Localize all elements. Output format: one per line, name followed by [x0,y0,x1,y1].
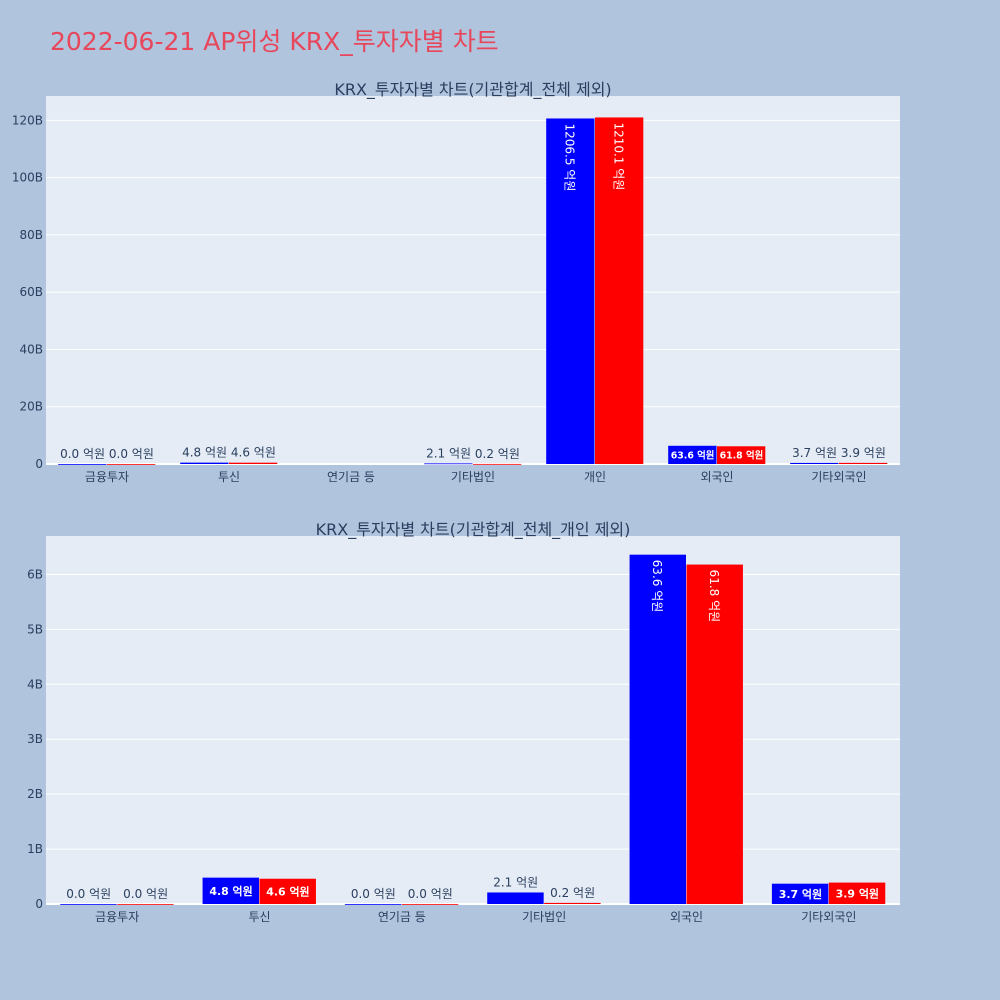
bar [60,904,117,905]
data-label: 0.0 억원 [60,447,105,461]
y-tick-label: 6B [27,567,43,581]
bar [229,462,278,464]
bar [401,904,459,905]
x-tick-label: 금융투자 [85,470,129,484]
x-tick-label: 기타법인 [451,470,495,484]
bar [424,463,473,465]
chart-investor-top: 0 20B 40B 60B 80B 100B 120B 금융투자 투신 연기금 등 기타법인 개인 외국… [12,80,900,484]
x-tick-label: 외국인 [700,470,733,484]
data-label: 3.9 억원 [841,446,886,460]
y-tick-label: 120B [12,113,43,127]
bar [58,464,107,465]
x-tick-label: 기타외국인 [811,470,866,484]
bar [629,554,686,904]
x-tick-label: 투신 [248,910,270,924]
data-label: 4.8 억원 [209,884,252,898]
data-label: 2.1 억원 [426,446,471,460]
bar [344,904,402,905]
data-label: 4.6 억원 [266,885,309,899]
data-label: 3.9 억원 [836,886,879,900]
bar [117,904,174,905]
data-label: 0.0 억원 [66,887,111,901]
data-label: 4.8 억원 [182,446,227,460]
x-tick-label: 금융투자 [95,910,139,924]
bar [668,445,717,464]
data-label: 61.8 억원 [720,450,764,462]
bar [487,892,544,904]
bar [595,117,644,465]
data-label: 2.1 억원 [493,875,538,889]
page-title: 2022-06-21 AP위성 KRX_투자자별 차트 [50,27,499,56]
bar [771,883,829,904]
y-tick-label: 80B [19,228,43,242]
data-label: 3.7 억원 [779,887,822,901]
data-label: 1206.5 억원 [563,123,577,191]
data-label: 0.2 억원 [475,447,520,461]
plot-area [46,96,900,464]
chart-title: KRX_투자자별 차트(기관합계_전체_개인 제외) [316,520,631,540]
x-tick-label: 외국인 [670,910,703,924]
chart-title: KRX_투자자별 차트(기관합계_전체 제외) [334,80,611,100]
y-tick-label: 40B [19,342,43,356]
bar [828,882,886,904]
y-tick-label: 1B [27,842,43,856]
data-label: 61.8 억원 [707,570,721,623]
data-label: 1210.1 억원 [611,122,625,190]
y-tick-label: 4B [27,677,43,691]
y-tick-label: 0 [35,457,43,471]
y-tick-label: 20B [19,400,43,414]
x-tick-label: 연기금 등 [378,910,426,924]
data-label: 63.6 억원 [671,449,715,461]
data-label: 0.2 억원 [550,886,595,900]
data-label: 0.0 억원 [408,887,453,901]
bar [686,564,743,904]
data-label: 0.0 억원 [109,447,154,461]
y-tick-label: 3B [27,732,43,746]
data-label: 63.6 억원 [650,560,664,613]
bar [202,877,259,904]
bar [839,462,888,464]
plot-area [46,536,900,904]
bar [544,902,601,904]
bar [473,463,522,465]
bar [546,118,595,465]
chart-investor-bottom: 0 1B 2B 3B 4B 5B 6B 금융투자 투신 연기금 등 기타법인 외국인 기타외국인 0.0 … [27,520,900,924]
x-tick-label: 기타법인 [522,910,566,924]
x-tick-label: 개인 [584,470,606,484]
data-label: 4.6 억원 [231,446,276,460]
x-tick-label: 기타외국인 [801,910,856,924]
bar [717,446,766,464]
x-tick-label: 투신 [218,470,240,484]
y-tick-label: 5B [27,622,43,636]
y-tick-label: 100B [12,171,43,185]
y-tick-label: 0 [35,897,43,911]
bar [107,464,156,465]
x-tick-label: 연기금 등 [327,470,375,484]
bar [259,878,316,904]
y-tick-label: 60B [19,285,43,299]
data-label: 0.0 억원 [351,887,396,901]
data-label: 3.7 억원 [792,446,837,460]
bar [790,462,839,464]
data-label: 0.0 억원 [123,887,168,901]
y-tick-label: 2B [27,787,43,801]
bar [180,462,229,464]
